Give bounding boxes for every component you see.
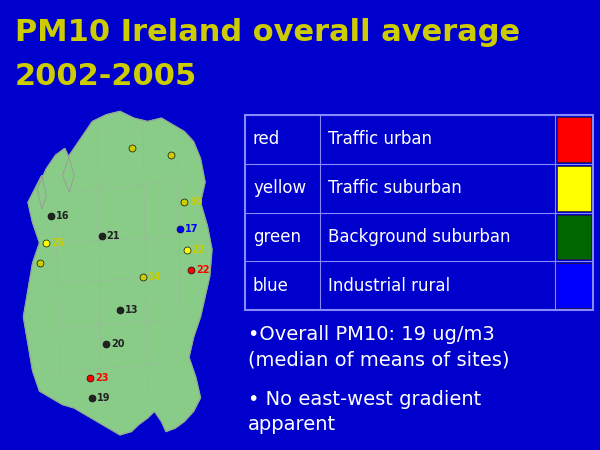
Text: 19: 19 [97, 393, 111, 403]
Text: 21: 21 [107, 231, 120, 241]
Text: green: green [253, 228, 301, 246]
Text: Traffic urban: Traffic urban [328, 130, 432, 148]
Text: Background suburban: Background suburban [328, 228, 511, 246]
Bar [557, 117, 591, 162]
Text: 14: 14 [148, 271, 161, 282]
Bar [557, 215, 591, 259]
Text: 22: 22 [196, 265, 210, 275]
Text: PM10 Ireland overall average: PM10 Ireland overall average [15, 18, 520, 47]
Text: 16: 16 [56, 211, 70, 221]
Text: Industrial rural: Industrial rural [328, 277, 450, 295]
Polygon shape [23, 111, 212, 435]
Text: 17: 17 [185, 224, 198, 234]
Text: 25: 25 [52, 238, 65, 248]
Text: 13: 13 [125, 305, 139, 315]
Text: 2002-2005: 2002-2005 [15, 62, 197, 91]
Text: red: red [253, 130, 280, 148]
Text: 23: 23 [95, 373, 109, 382]
Bar [245, 115, 593, 310]
Text: 20: 20 [111, 339, 125, 349]
Text: yellow: yellow [253, 179, 306, 197]
Text: • No east-west gradient
apparent: • No east-west gradient apparent [248, 390, 481, 434]
Text: 22: 22 [192, 244, 205, 255]
Text: 30: 30 [190, 198, 203, 207]
Bar [557, 263, 591, 308]
Text: Traffic suburban: Traffic suburban [328, 179, 462, 197]
Bar [557, 166, 591, 211]
Text: •Overall PM10: 19 ug/m3
(median of means of sites): •Overall PM10: 19 ug/m3 (median of means… [248, 325, 509, 369]
Text: blue: blue [253, 277, 289, 295]
